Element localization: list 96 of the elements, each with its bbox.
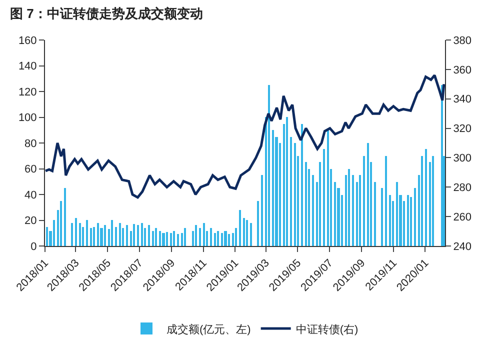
bar <box>243 218 245 246</box>
y-tick-label: 140 <box>18 60 37 73</box>
bar <box>173 231 175 246</box>
bar <box>141 223 143 246</box>
bar <box>272 130 274 246</box>
bar <box>312 175 314 246</box>
bar <box>148 225 150 246</box>
bar <box>137 225 139 246</box>
bar <box>389 195 391 246</box>
bar <box>414 188 416 246</box>
bar <box>60 201 62 246</box>
bar <box>257 201 259 246</box>
bar <box>334 182 336 246</box>
bar <box>82 227 84 246</box>
bar <box>90 228 92 246</box>
bar <box>239 210 241 246</box>
bar <box>126 225 128 246</box>
bar <box>374 182 376 246</box>
bar <box>421 156 423 246</box>
bar <box>410 197 412 246</box>
bar <box>301 124 303 246</box>
y-tick-label: 160 <box>18 34 37 47</box>
y2-tick-label: 240 <box>453 240 472 253</box>
bar <box>228 234 230 246</box>
bar <box>133 224 135 246</box>
bar <box>199 228 201 246</box>
bar <box>155 228 157 246</box>
bar <box>115 227 117 246</box>
bar <box>152 231 154 246</box>
bar <box>46 227 48 246</box>
bar <box>217 231 219 246</box>
y2-tick-label: 260 <box>453 211 472 224</box>
y-tick-label: 0 <box>30 240 37 253</box>
line-series <box>45 74 445 199</box>
y2-tick-label: 360 <box>453 64 472 76</box>
bar <box>111 220 113 246</box>
bar <box>432 156 434 246</box>
bar <box>385 156 387 246</box>
y2-tick-label: 380 <box>453 34 472 47</box>
bar <box>381 188 383 246</box>
bar <box>64 188 66 246</box>
bar <box>184 228 186 246</box>
bar <box>348 169 350 246</box>
bar <box>166 232 168 246</box>
bar <box>367 143 369 246</box>
bar <box>119 223 121 246</box>
bar <box>79 223 81 246</box>
bar <box>407 195 409 246</box>
bar <box>396 182 398 246</box>
bar <box>53 220 55 246</box>
bar <box>352 175 354 246</box>
bar <box>327 130 329 246</box>
bar <box>93 227 95 246</box>
y-tick-label: 120 <box>18 86 37 98</box>
y2-tick-label: 340 <box>453 94 472 106</box>
bar <box>290 137 292 246</box>
bar <box>104 225 106 246</box>
bar <box>177 234 179 246</box>
bar <box>286 117 288 246</box>
y-tick-label: 20 <box>24 215 37 228</box>
legend-label: 中证转债(右) <box>296 322 358 336</box>
bar <box>224 231 227 246</box>
bar <box>170 233 172 246</box>
bar <box>71 223 73 246</box>
bar <box>246 220 248 246</box>
bar <box>75 218 77 246</box>
chart-title: 图 7：中证转债走势及成交额变动 <box>10 6 203 21</box>
bar <box>294 143 296 246</box>
y2-tick-label: 320 <box>453 123 472 136</box>
bar <box>268 85 270 246</box>
bar <box>203 223 205 246</box>
bar <box>441 85 443 246</box>
bar <box>97 223 99 246</box>
bar <box>214 233 216 246</box>
legend-label: 成交额(亿元、左) <box>166 322 251 336</box>
y-tick-label: 40 <box>24 189 37 202</box>
bar <box>235 228 237 246</box>
y2-tick-label: 300 <box>453 152 472 165</box>
bar <box>221 233 223 246</box>
bar <box>195 225 197 246</box>
bar <box>159 231 161 246</box>
bar <box>319 162 321 246</box>
y-tick-label: 80 <box>24 138 37 150</box>
bar <box>359 175 361 246</box>
bar <box>305 162 307 246</box>
bar <box>162 233 165 246</box>
y2-tick-label: 280 <box>453 182 472 194</box>
bar <box>323 149 325 246</box>
bar <box>86 220 88 246</box>
bar <box>261 175 263 246</box>
bar <box>210 228 212 246</box>
bar <box>425 149 427 246</box>
bar <box>250 223 252 246</box>
y-tick-label: 60 <box>24 164 37 176</box>
bar <box>363 156 365 246</box>
y-tick-label: 100 <box>18 112 37 124</box>
